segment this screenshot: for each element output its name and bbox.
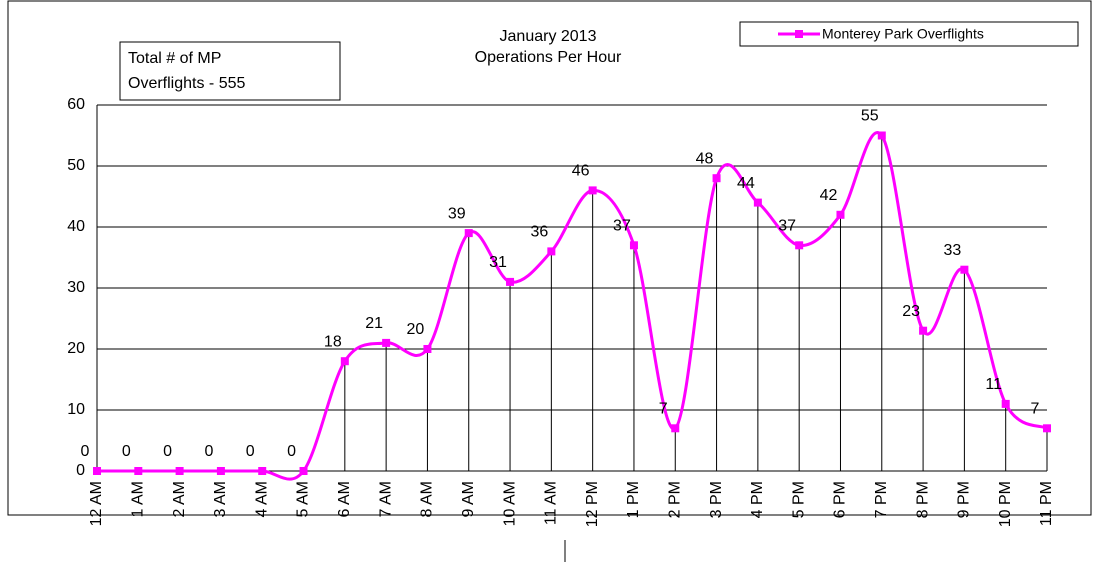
x-tick-label: 8 AM — [419, 481, 436, 517]
data-label: 20 — [407, 321, 425, 338]
data-label: 0 — [122, 443, 131, 460]
x-tick-label: 11 PM — [1038, 481, 1055, 526]
y-tick-label: 10 — [67, 401, 85, 418]
data-label: 0 — [246, 443, 255, 460]
x-tick-label: 4 AM — [253, 481, 270, 517]
x-tick-label: 7 PM — [873, 481, 890, 518]
point — [506, 277, 515, 286]
data-label: 18 — [324, 333, 342, 350]
point — [93, 467, 101, 475]
point — [175, 467, 184, 475]
legend-marker — [795, 30, 803, 38]
data-label: 46 — [572, 163, 590, 180]
y-tick-label: 30 — [67, 279, 85, 296]
x-tick-label: 9 PM — [956, 481, 973, 518]
x-tick-label: 3 PM — [708, 481, 725, 518]
data-label: 37 — [778, 218, 796, 235]
data-label: 0 — [163, 443, 172, 460]
x-tick-label: 5 AM — [295, 481, 312, 517]
x-tick-label: 6 AM — [336, 481, 353, 517]
data-label: 11 — [985, 376, 1002, 393]
y-tick-label: 0 — [76, 462, 85, 479]
data-label: 36 — [530, 224, 548, 241]
point — [423, 345, 432, 353]
point — [753, 198, 762, 207]
x-tick-label: 3 AM — [212, 481, 229, 517]
y-tick-label: 60 — [67, 96, 85, 113]
data-label: 0 — [81, 443, 90, 460]
legend-box — [739, 21, 1079, 47]
data-label: 37 — [613, 218, 631, 235]
x-tick-label: 9 AM — [460, 481, 477, 517]
x-tick-label: 2 PM — [666, 481, 683, 518]
point — [629, 241, 638, 250]
y-tick-label: 50 — [67, 157, 85, 174]
y-tick-label: 40 — [67, 218, 85, 235]
point — [134, 467, 143, 475]
point — [1001, 399, 1010, 408]
x-tick-label: 1 AM — [130, 481, 147, 517]
point — [671, 424, 680, 433]
point — [464, 229, 473, 238]
x-tick-label: 7 AM — [377, 481, 394, 517]
data-label: 7 — [1031, 401, 1040, 418]
point — [588, 186, 597, 195]
point — [960, 265, 969, 274]
point — [382, 338, 391, 347]
frame — [7, 0, 1092, 516]
point — [877, 131, 886, 140]
x-tick-label: 4 PM — [749, 481, 766, 518]
data-label: 42 — [820, 187, 838, 204]
x-tick-label: 12 PM — [584, 481, 601, 527]
point — [547, 247, 556, 256]
data-label: 39 — [448, 205, 466, 222]
x-tick-label: 6 PM — [832, 481, 849, 518]
series-line — [97, 131, 1048, 481]
legend-label: Monterey Park Overflights — [822, 26, 984, 42]
x-tick-label: 12 AM — [88, 481, 105, 526]
point — [216, 467, 225, 475]
data-label: 21 — [365, 315, 383, 332]
x-tick-label: 5 PM — [790, 481, 807, 518]
annotation: Total # of MP — [128, 50, 221, 67]
annotation-box — [119, 41, 341, 101]
data-label: 7 — [659, 401, 668, 418]
data-label: 31 — [489, 254, 507, 271]
point — [1043, 424, 1051, 433]
point — [340, 357, 349, 366]
data-label: 48 — [696, 150, 714, 167]
annotation: Overflights - 555 — [128, 75, 245, 92]
point — [919, 326, 928, 335]
point — [299, 467, 308, 475]
x-tick-label: 8 PM — [914, 481, 931, 518]
data-label: 23 — [902, 303, 920, 320]
data-label: 33 — [943, 242, 961, 259]
x-tick-label: 10 AM — [501, 481, 518, 526]
chart-title: Operations Per Hour — [475, 49, 622, 66]
point — [258, 467, 267, 475]
x-tick-label: 10 PM — [997, 481, 1014, 527]
data-label: 55 — [861, 108, 879, 125]
y-tick-label: 20 — [67, 340, 85, 357]
point — [712, 174, 721, 183]
data-label: 44 — [737, 175, 755, 192]
data-label: 0 — [287, 443, 296, 460]
point — [795, 241, 804, 250]
x-tick-label: 11 AM — [543, 481, 560, 525]
x-tick-label: 2 AM — [171, 481, 188, 517]
chart-title: January 2013 — [500, 28, 597, 45]
x-tick-label: 1 PM — [625, 481, 642, 518]
point — [836, 210, 845, 219]
data-label: 0 — [204, 443, 213, 460]
